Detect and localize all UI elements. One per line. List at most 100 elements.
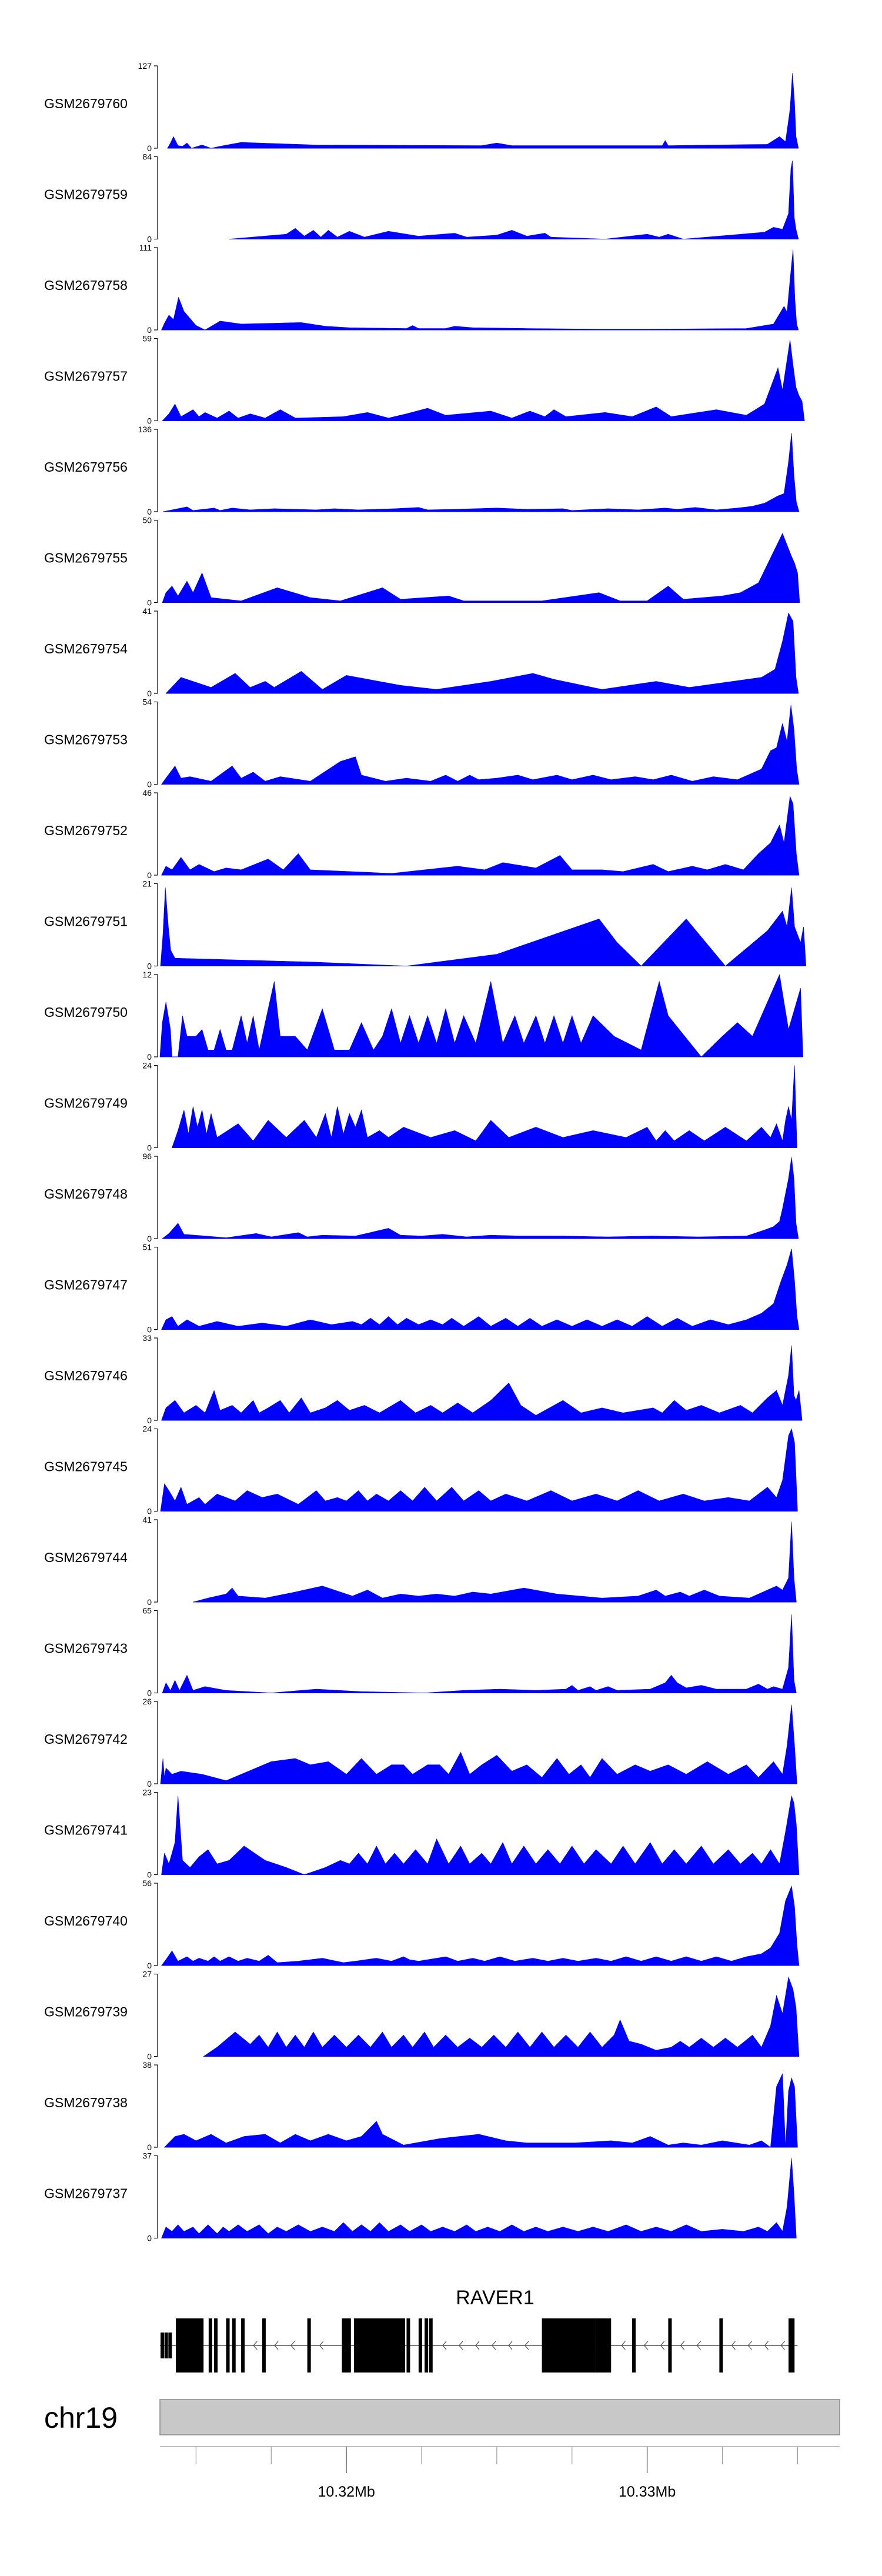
strand-arrow — [274, 2341, 279, 2350]
exon — [262, 2318, 266, 2373]
strand-arrow — [492, 2341, 496, 2350]
coverage-area — [163, 433, 800, 512]
exon — [176, 2318, 204, 2373]
track-label: GSM2679745 — [44, 1459, 128, 1474]
coverage-track: GSM2679750 12 0 — [44, 970, 803, 1062]
coverage-area — [161, 249, 799, 331]
coverage-area — [161, 2158, 797, 2238]
coverage-track: GSM2679755 50 0 — [44, 516, 800, 608]
coverage-track: GSM2679742 26 0 — [44, 1697, 797, 1788]
strand-arrow — [764, 2341, 769, 2350]
coverage-track: GSM2679745 24 0 — [44, 1424, 798, 1516]
track-max-label: 12 — [142, 970, 152, 979]
track-max-label: 33 — [142, 1333, 152, 1343]
coverage-area — [161, 1885, 800, 1966]
coverage-track: GSM2679757 59 0 — [44, 334, 805, 426]
coverage-area — [161, 1796, 800, 1875]
track-max-label: 41 — [142, 606, 152, 616]
track-max-label: 37 — [142, 2151, 152, 2161]
track-label: GSM2679753 — [44, 732, 128, 748]
track-min-label: 0 — [147, 235, 152, 244]
track-max-label: 96 — [142, 1152, 152, 1161]
track-min-label: 0 — [147, 416, 152, 426]
strand-arrows — [253, 2341, 785, 2350]
track-label: GSM2679749 — [44, 1096, 128, 1111]
track-min-label: 0 — [147, 598, 152, 608]
coverage-track: GSM2679741 23 0 — [44, 1788, 800, 1880]
track-max-label: 54 — [142, 698, 152, 707]
track-max-label: 111 — [139, 243, 152, 252]
track-max-label: 21 — [142, 879, 152, 889]
track-label: GSM2679739 — [44, 2004, 128, 2020]
track-label: GSM2679759 — [44, 187, 128, 202]
track-label: GSM2679751 — [44, 914, 128, 929]
track-max-label: 24 — [142, 1061, 152, 1070]
track-max-label: 38 — [142, 2060, 152, 2070]
track-label: GSM2679757 — [44, 369, 128, 384]
exon — [342, 2318, 351, 2373]
coverage-area — [167, 73, 799, 149]
coverage-area — [161, 795, 800, 876]
coverage-track: GSM2679756 136 0 — [44, 425, 800, 516]
strand-arrow — [459, 2341, 463, 2350]
strand-arrow — [696, 2341, 701, 2350]
track-min-label: 0 — [147, 325, 152, 335]
track-label: GSM2679755 — [44, 550, 128, 566]
exon — [232, 2318, 236, 2373]
exon — [226, 2318, 230, 2373]
strand-arrow — [524, 2341, 529, 2350]
exon — [596, 2318, 612, 2373]
coverage-track: GSM2679758 111 0 — [44, 243, 799, 335]
coverage-area — [160, 887, 807, 966]
exon — [406, 2318, 410, 2373]
coverage-area — [162, 339, 805, 421]
coverage-track: GSM2679746 33 0 — [44, 1333, 803, 1425]
track-label: GSM2679741 — [44, 1823, 128, 1838]
strand-arrow — [475, 2341, 480, 2350]
exon — [164, 2333, 168, 2358]
coverage-area — [161, 1345, 803, 1421]
track-min-label: 0 — [147, 689, 152, 698]
track-min-label: 0 — [147, 1234, 152, 1243]
track-min-label: 0 — [147, 1870, 152, 1880]
exon — [425, 2318, 429, 2373]
coverage-track: GSM2679739 27 0 — [44, 1970, 800, 2061]
track-min-label: 0 — [147, 1325, 152, 1334]
exon — [208, 2318, 212, 2373]
coverage-area — [160, 1428, 798, 1511]
track-min-label: 0 — [147, 870, 152, 880]
track-max-label: 56 — [142, 1878, 152, 1888]
track-max-label: 136 — [138, 425, 152, 434]
chromosome-ideogram: chr19 10.32Mb 10.33Mb — [44, 2399, 840, 2500]
coverage-area — [229, 161, 799, 239]
track-min-label: 0 — [147, 1961, 152, 1970]
exon — [418, 2318, 422, 2373]
coverage-track: GSM2679748 96 0 — [44, 1152, 799, 1243]
track-label: GSM2679756 — [44, 459, 128, 475]
chromosome-label: chr19 — [44, 2401, 118, 2434]
track-label: GSM2679737 — [44, 2186, 128, 2201]
track-label: GSM2679738 — [44, 2095, 128, 2110]
coverage-track: GSM2679738 38 0 — [44, 2060, 798, 2152]
strand-arrow — [442, 2341, 447, 2350]
track-label: GSM2679752 — [44, 823, 128, 838]
track-min-label: 0 — [147, 2143, 152, 2152]
track-min-label: 0 — [147, 1143, 152, 1153]
strand-arrow — [253, 2341, 258, 2350]
track-min-label: 0 — [147, 507, 152, 516]
genome-tick-label: 10.33Mb — [619, 2484, 676, 2500]
genome-axis-ticks: 10.32Mb 10.33Mb — [195, 2447, 798, 2500]
track-label: GSM2679742 — [44, 1731, 128, 1747]
exon — [353, 2318, 405, 2373]
coverage-track: GSM2679744 41 0 — [44, 1515, 797, 1607]
track-max-label: 50 — [142, 516, 152, 525]
coverage-area — [162, 1614, 797, 1693]
coverage-area — [165, 612, 799, 694]
track-label: GSM2679747 — [44, 1277, 128, 1293]
track-label: GSM2679740 — [44, 1913, 128, 1928]
strand-arrow — [660, 2341, 665, 2350]
track-max-label: 51 — [142, 1243, 152, 1252]
coverage-area — [163, 2073, 798, 2148]
coverage-track: GSM2679751 21 0 — [44, 879, 807, 971]
track-min-label: 0 — [147, 1052, 152, 1062]
